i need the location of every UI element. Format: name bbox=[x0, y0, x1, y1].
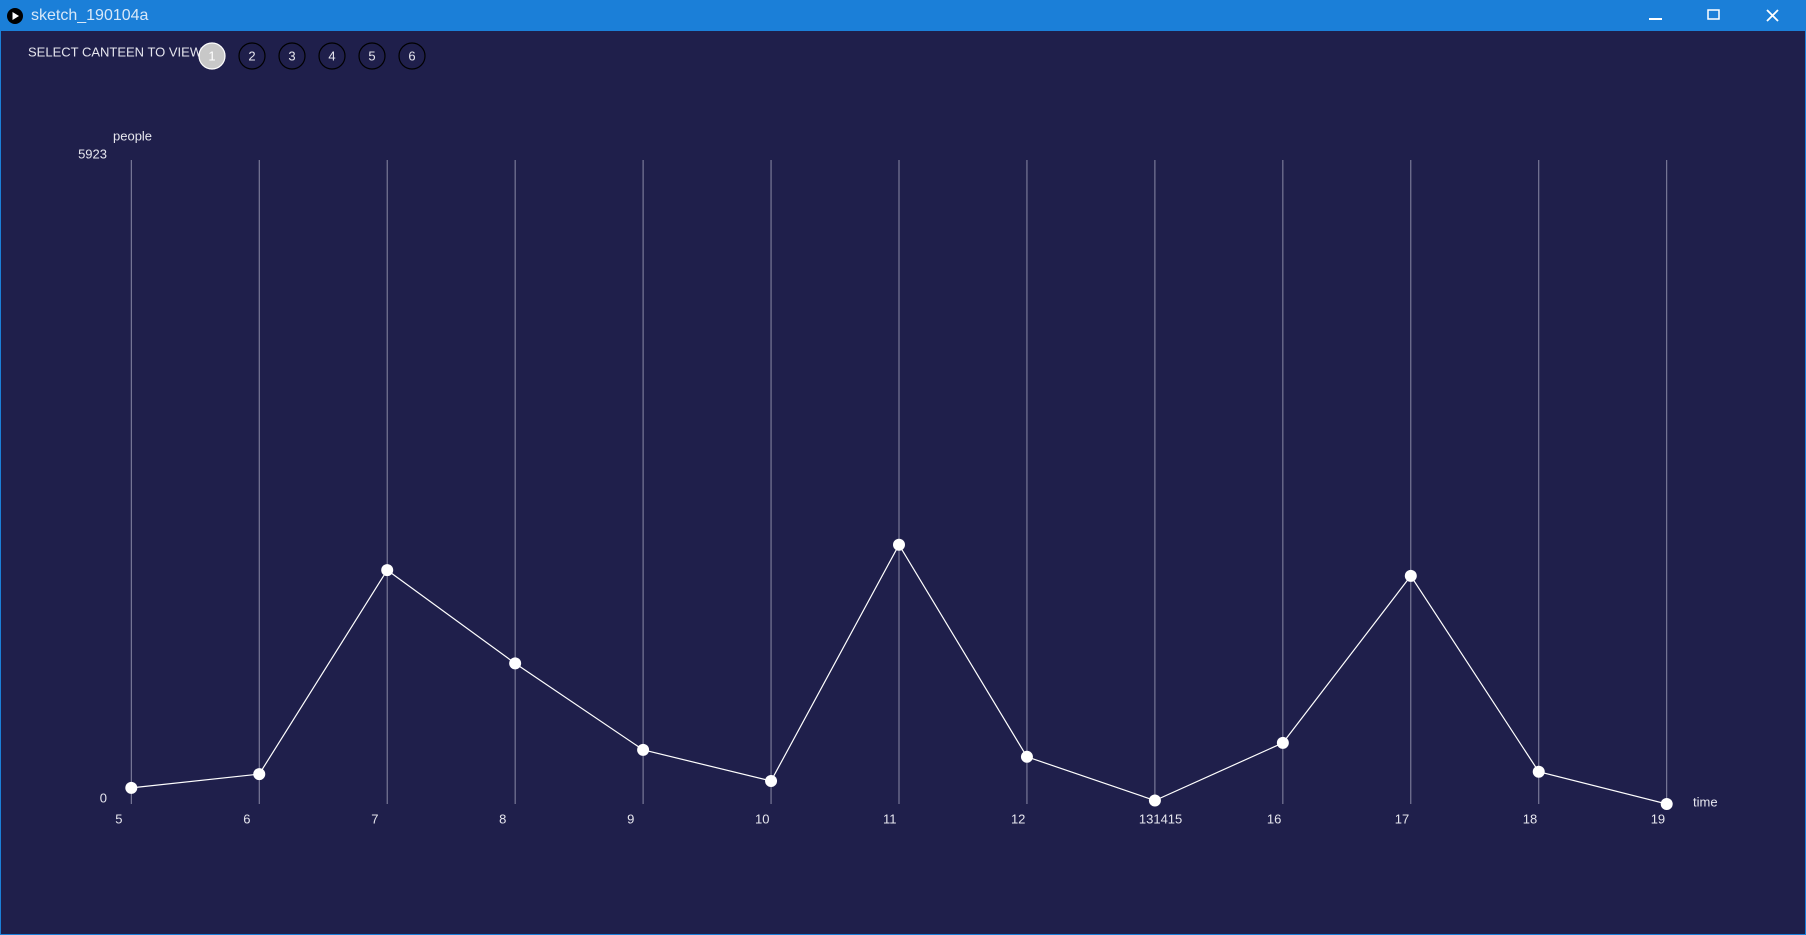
button-circle bbox=[278, 42, 306, 70]
x-tick-label: 9 bbox=[627, 811, 634, 826]
x-axis-label: time bbox=[1693, 794, 1718, 809]
x-tick-label: 6 bbox=[243, 811, 250, 826]
button-circle bbox=[398, 42, 426, 70]
data-point bbox=[637, 743, 650, 756]
data-point bbox=[1148, 794, 1161, 807]
button-label: 4 bbox=[328, 48, 335, 63]
y-tick-label: 0 bbox=[100, 790, 107, 805]
data-point bbox=[253, 768, 266, 781]
button-label: 1 bbox=[208, 48, 215, 63]
y-tick-label: 5923 bbox=[78, 146, 107, 161]
x-tick-label: 10 bbox=[755, 811, 769, 826]
x-tick-label: 5 bbox=[115, 811, 122, 826]
x-tick-label: 131415 bbox=[1139, 811, 1182, 826]
data-point bbox=[1660, 798, 1673, 810]
button-label: 5 bbox=[368, 48, 375, 63]
close-glyph bbox=[1766, 9, 1779, 22]
window-title: sketch_190104a bbox=[31, 7, 149, 24]
x-tick-label: 18 bbox=[1523, 811, 1537, 826]
selector-label: SELECT CANTEEN TO VIEW: bbox=[28, 44, 205, 59]
canteen-button[interactable]: 3 bbox=[278, 42, 306, 70]
data-point bbox=[1020, 750, 1033, 763]
data-point bbox=[1532, 765, 1545, 778]
button-circle bbox=[238, 42, 266, 70]
data-point bbox=[893, 538, 905, 551]
title-bar bbox=[0, 0, 1806, 31]
canteen-button[interactable]: 5 bbox=[358, 42, 386, 70]
app-icon-glyph bbox=[12, 12, 19, 20]
y-axis-label: people bbox=[113, 128, 152, 143]
canteen-button[interactable]: 1 bbox=[198, 42, 226, 70]
data-point bbox=[381, 564, 394, 577]
canteen-button[interactable]: 6 bbox=[398, 42, 426, 70]
button-circle bbox=[318, 42, 346, 70]
button-label: 3 bbox=[288, 48, 295, 63]
x-tick-label: 17 bbox=[1395, 811, 1409, 826]
button-circle bbox=[358, 42, 386, 70]
data-point bbox=[765, 774, 778, 787]
maximize-glyph bbox=[1707, 9, 1720, 20]
data-point bbox=[1404, 569, 1417, 582]
x-tick-label: 12 bbox=[1011, 811, 1025, 826]
x-tick-label: 7 bbox=[371, 811, 378, 826]
x-tick-label: 16 bbox=[1267, 811, 1281, 826]
close-button[interactable] bbox=[1766, 9, 1779, 22]
maximize-button[interactable] bbox=[1707, 9, 1720, 20]
data-point bbox=[509, 657, 522, 670]
x-tick-label: 11 bbox=[883, 811, 897, 826]
data-point bbox=[1276, 736, 1289, 749]
button-label: 2 bbox=[248, 48, 255, 63]
data-point bbox=[125, 781, 138, 794]
x-tick-label: 8 bbox=[499, 811, 506, 826]
button-label: 6 bbox=[408, 48, 415, 63]
button-circle bbox=[198, 42, 226, 70]
canteen-button[interactable]: 4 bbox=[318, 42, 346, 70]
canteen-button[interactable]: 2 bbox=[238, 42, 266, 70]
x-tick-label: 19 bbox=[1651, 811, 1665, 826]
